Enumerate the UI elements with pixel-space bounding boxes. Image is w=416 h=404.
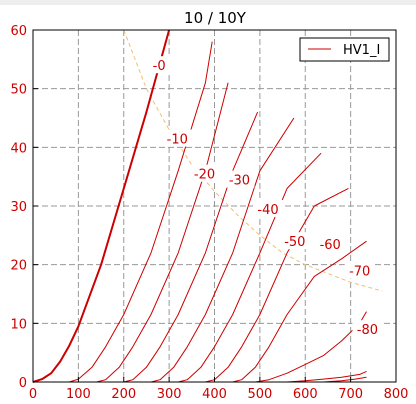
curve-label-bg [224,170,255,188]
curve-label: -30 [229,174,250,189]
x-tick-label: 800 [384,387,409,402]
series-curve-3 [33,111,259,383]
x-tick-label: 400 [202,387,227,402]
x-tick-label: 500 [247,387,272,402]
gridlines [33,30,396,382]
y-tick-label: 50 [10,83,27,98]
series-curve-2 [33,82,229,383]
series-curve-1 [33,41,213,383]
series-curve-0 [32,29,171,383]
curve-label: -0 [153,59,166,74]
series-curve-6 [33,187,349,383]
curve-label-bg [253,199,284,217]
curve-label: -60 [320,238,341,253]
legend-box [299,37,390,62]
series-curve-5 [33,152,322,383]
y-tick-label: 10 [10,317,27,332]
x-tick-label: 300 [157,387,182,402]
chart-title: 10 / 10Y [184,9,247,27]
curve-label: -20 [194,168,215,183]
curve-label-bg [352,320,383,338]
curve-label: -40 [257,203,278,218]
x-tick-label: 600 [293,387,318,402]
y-tick-label: 40 [10,141,27,156]
curve-label-bg [344,261,375,279]
legend-label-hv1-i: HV1_I [343,43,380,58]
legend: HV1_I [299,37,390,62]
curve-label-bg [315,235,346,253]
curve-label: -10 [167,133,188,148]
load-line [123,29,383,292]
y-tick-label: 30 [10,200,27,215]
top-header-bar [0,0,416,5]
curve-label-bg [189,164,220,182]
series-curve-8 [33,311,367,383]
y-tick-label: 20 [10,259,27,274]
x-tick-label: 700 [338,387,363,402]
x-tick-label: 0 [29,387,37,402]
curve-label: -80 [357,323,378,338]
y-tick-label: 0 [19,376,27,391]
curve-label-bg [162,129,193,147]
plot-curves [32,29,383,383]
y-tick-label: 60 [10,24,27,39]
curve-label: -50 [284,235,305,250]
curve-labels: -0 -10 -20 -30 -40 -50 -60 -70 -80 [148,56,383,338]
curve-label-bg [279,232,310,250]
axis-ticks: 0 100 200 300 400 500 600 700 800 0 10 20 30 40 50 60 [10,24,408,402]
x-tick-label: 100 [66,387,91,402]
curve-label-bg [148,56,171,74]
series-curve-4 [33,117,295,383]
x-tick-label: 200 [111,387,136,402]
curve-label: -70 [349,265,370,280]
series-curve-9 [33,370,367,383]
series-curve-7 [33,240,367,383]
